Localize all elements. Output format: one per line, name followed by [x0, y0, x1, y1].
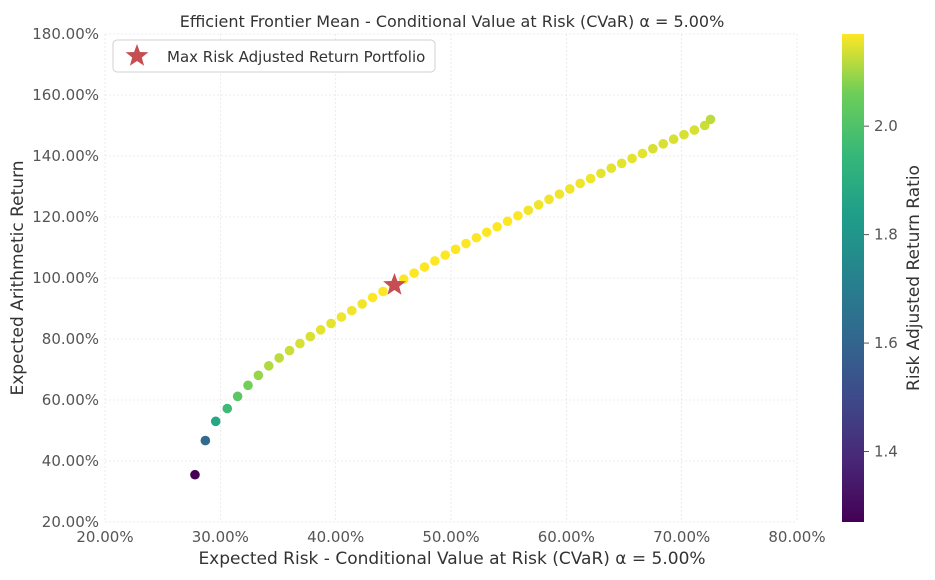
- colorbar-tick-label: 1.8: [874, 226, 898, 244]
- y-tick-label: 80.00%: [42, 330, 99, 348]
- frontier-point: [606, 163, 617, 173]
- y-tick-label: 120.00%: [32, 208, 99, 226]
- frontier-point: [627, 153, 637, 164]
- frontier-point: [502, 216, 513, 227]
- colorbar: 1.4 1.6 1.8 2.0 Risk Adjusted Return Ratio: [842, 34, 924, 522]
- frontier-point: [658, 139, 669, 149]
- frontier-point: [585, 173, 596, 184]
- frontier-point: [513, 210, 523, 221]
- y-tick-label: 180.00%: [32, 25, 99, 43]
- legend: Max Risk Adjusted Return Portfolio: [112, 39, 436, 73]
- frontier-point: [481, 227, 492, 238]
- x-tick-label: 50.00%: [422, 528, 479, 546]
- colorbar-ticks: 1.4 1.6 1.8 2.0: [864, 117, 898, 461]
- x-tick-label: 40.00%: [307, 528, 364, 546]
- frontier-point: [668, 134, 679, 145]
- frontier-point: [575, 178, 585, 189]
- frontier-point: [222, 403, 233, 414]
- frontier-point: [648, 143, 658, 154]
- colorbar-tick-label: 1.4: [874, 443, 898, 461]
- colorbar-tick-label: 2.0: [874, 117, 898, 135]
- y-axis-label: Expected Arithmetic Return: [8, 160, 28, 395]
- frontier-point: [533, 200, 544, 210]
- frontier-point: [295, 338, 305, 349]
- frontier-point: [616, 158, 627, 169]
- frontier-point: [419, 262, 430, 272]
- frontier-point: [450, 244, 461, 255]
- frontier-point: [305, 331, 316, 342]
- frontier-point: [409, 268, 419, 278]
- x-tick-labels: 20.00% 30.00% 40.00% 50.00% 60.00% 70.00% 80.0…: [76, 528, 825, 546]
- y-tick-label: 140.00%: [32, 147, 99, 165]
- frontier-point: [210, 416, 221, 427]
- frontier-point: [367, 292, 378, 303]
- y-tick-label: 60.00%: [42, 391, 99, 409]
- frontier-point: [190, 469, 200, 480]
- frontier-point: [440, 250, 451, 260]
- frontier-point: [596, 168, 606, 179]
- colorbar-gradient: [842, 34, 864, 522]
- frontier-point: [523, 205, 534, 216]
- x-tick-label: 70.00%: [653, 528, 710, 546]
- frontier-point: [326, 318, 336, 329]
- x-tick-label: 30.00%: [192, 528, 249, 546]
- frontier-point: [492, 221, 502, 232]
- max-risk-adjusted-star: [383, 273, 406, 295]
- grid-lines: [104, 33, 798, 523]
- frontier-point: [200, 435, 211, 446]
- frontier-point: [637, 148, 648, 159]
- frontier-point: [232, 391, 243, 402]
- colorbar-label: Risk Adjusted Return Ratio: [904, 165, 924, 391]
- frontier-point: [347, 305, 357, 316]
- legend-star-icon: [125, 44, 149, 66]
- legend-box: [112, 39, 436, 73]
- y-tick-label: 100.00%: [32, 269, 99, 287]
- frontier-point: [554, 189, 565, 199]
- colorbar-tick-label: 1.6: [874, 334, 898, 352]
- max-ratio-marker: [383, 273, 406, 295]
- frontier-point: [284, 345, 295, 356]
- frontier-point: [357, 299, 367, 309]
- y-tick-label: 20.00%: [42, 513, 99, 531]
- x-axis-label: Expected Risk - Conditional Value at Ris…: [198, 549, 705, 569]
- frontier-point: [699, 120, 710, 131]
- frontier-point: [471, 232, 482, 243]
- frontier-point: [564, 184, 575, 194]
- x-tick-label: 60.00%: [538, 528, 595, 546]
- y-tick-label: 160.00%: [32, 86, 99, 104]
- frontier-point: [315, 325, 326, 335]
- frontier-point: [679, 129, 689, 140]
- frontier-point: [243, 380, 253, 391]
- frontier-point: [544, 194, 554, 205]
- x-tick-label: 80.00%: [768, 528, 825, 546]
- frontier-point: [430, 256, 440, 266]
- frontier-point: [263, 361, 274, 371]
- frontier-point: [253, 370, 264, 381]
- y-tick-labels: 20.00% 40.00% 60.00% 80.00% 100.00% 120.00% 14…: [32, 25, 99, 531]
- x-tick-label: 20.00%: [76, 528, 133, 546]
- frontier-point: [274, 353, 284, 363]
- chart-title: Efficient Frontier Mean - Conditional Va…: [180, 12, 725, 31]
- scatter-points: [190, 114, 716, 480]
- y-tick-label: 40.00%: [42, 452, 99, 470]
- frontier-point: [705, 114, 716, 125]
- frontier-point: [689, 125, 700, 135]
- frontier-point: [378, 286, 388, 297]
- frontier-point: [336, 312, 347, 322]
- frontier-point: [461, 238, 471, 249]
- legend-entry-label: Max Risk Adjusted Return Portfolio: [167, 48, 425, 66]
